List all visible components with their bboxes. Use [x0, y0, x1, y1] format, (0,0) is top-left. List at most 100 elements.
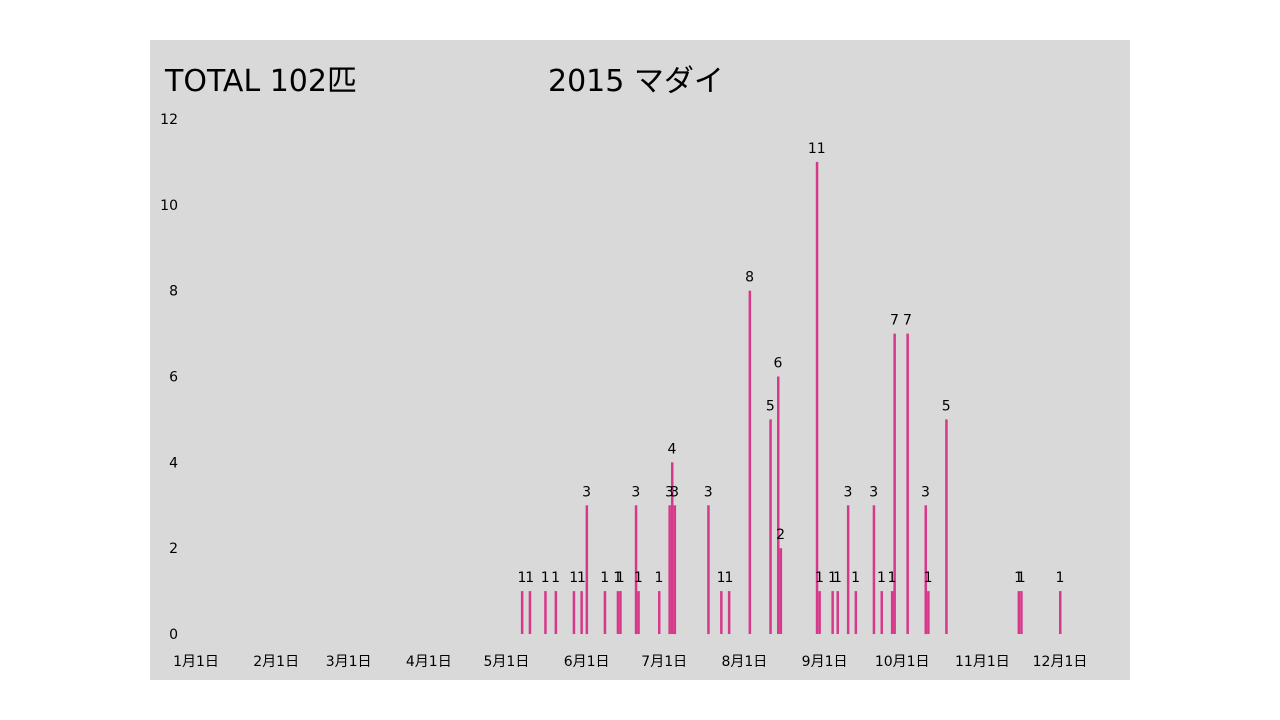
bar [707, 505, 710, 635]
bar [616, 591, 620, 634]
x-tick-label: 3月1日 [326, 654, 372, 670]
bar [580, 591, 583, 634]
data-label: 1 [815, 570, 824, 586]
y-tick-label: 0 [169, 627, 178, 643]
bar [880, 591, 883, 634]
bar [637, 591, 640, 634]
y-tick-label: 4 [169, 455, 178, 471]
bar [779, 548, 783, 634]
data-label: 3 [704, 484, 713, 500]
x-tick-label: 2月1日 [253, 654, 299, 670]
bar [945, 419, 948, 634]
data-label: 4 [668, 441, 677, 457]
bar [831, 591, 834, 634]
bar [769, 419, 772, 634]
data-label: 3 [582, 484, 591, 500]
data-label: 5 [942, 398, 951, 414]
bar [872, 505, 876, 635]
bar [854, 591, 858, 634]
x-tick-label: 1月1日 [173, 654, 219, 670]
y-tick-label: 6 [169, 370, 178, 386]
x-axis: 1月1日 2月1日 3月1日 4月1日 5月1日 6月1日 7月1日 8月1日 9月1日 10月1… [173, 654, 1087, 670]
data-label: 7 [903, 313, 912, 329]
bar [1017, 591, 1021, 634]
data-label: 1 [887, 570, 896, 586]
bar [544, 591, 547, 634]
x-tick-label: 11月1日 [955, 654, 1010, 670]
data-label: 1 [877, 570, 886, 586]
bar [727, 591, 731, 634]
data-label: 1 [634, 570, 643, 586]
bar [818, 591, 821, 634]
bar [1059, 591, 1062, 634]
bar [520, 591, 524, 634]
data-label: 1 [1014, 570, 1023, 586]
y-axis: 0 2 4 6 8 10 12 [160, 112, 178, 643]
data-label: 1 [1017, 570, 1026, 586]
chart-title: 2015 マダイ [548, 64, 724, 99]
x-tick-label: 9月1日 [802, 654, 848, 670]
data-label: 2 [776, 527, 785, 543]
bar [893, 333, 896, 634]
data-label: 1 [851, 570, 860, 586]
bar [603, 591, 607, 634]
data-label: 3 [665, 484, 674, 500]
data-label: 8 [745, 270, 754, 286]
data-label: 1 [717, 570, 726, 586]
data-label: 1 [828, 570, 837, 586]
bar [748, 290, 752, 634]
data-label: 3 [921, 484, 930, 500]
bar [720, 591, 723, 634]
data-label: 3 [843, 484, 852, 500]
y-tick-label: 8 [169, 284, 178, 300]
data-label: 6 [774, 356, 783, 372]
bar [554, 591, 558, 634]
bar [924, 505, 927, 635]
data-label: 7 [890, 313, 899, 329]
bar [585, 505, 589, 635]
bar [1020, 591, 1023, 634]
data-label: 3 [670, 484, 679, 500]
data-label: 1 [1056, 570, 1065, 586]
x-tick-label: 8月1日 [721, 654, 767, 670]
data-label: 1 [600, 570, 609, 586]
bar [927, 591, 930, 634]
bar [634, 505, 638, 635]
bar [846, 505, 850, 635]
data-label: 1 [655, 570, 664, 586]
bar [619, 591, 622, 634]
data-label: 1 [724, 570, 733, 586]
data-label: 1 [613, 570, 622, 586]
data-label: 11 [808, 141, 826, 157]
y-tick-label: 2 [169, 541, 178, 557]
bar [528, 591, 532, 634]
bar [572, 591, 576, 634]
total-count-title: TOTAL 102匹 [165, 64, 357, 99]
bar [671, 462, 674, 634]
bar [668, 505, 671, 635]
data-label: 3 [869, 484, 878, 500]
data-label: 1 [924, 570, 933, 586]
bar [906, 333, 909, 634]
x-tick-label: 5月1日 [484, 654, 530, 670]
data-label: 3 [631, 484, 640, 500]
bar [836, 591, 839, 634]
data-label: 1 [551, 570, 560, 586]
x-tick-label: 4月1日 [406, 654, 452, 670]
x-tick-label: 12月1日 [1033, 654, 1088, 670]
data-label: 1 [541, 570, 550, 586]
y-tick-label: 10 [160, 198, 178, 214]
x-tick-label: 7月1日 [641, 654, 687, 670]
data-label: 1 [569, 570, 578, 586]
x-tick-label: 6月1日 [564, 654, 610, 670]
bar [815, 161, 819, 634]
data-label: 1 [616, 570, 625, 586]
x-tick-label: 10月1日 [875, 654, 930, 670]
data-label: 5 [766, 398, 775, 414]
bar [777, 376, 780, 634]
data-label: 1 [577, 570, 586, 586]
bars [520, 161, 1062, 635]
data-label: 1 [517, 570, 526, 586]
